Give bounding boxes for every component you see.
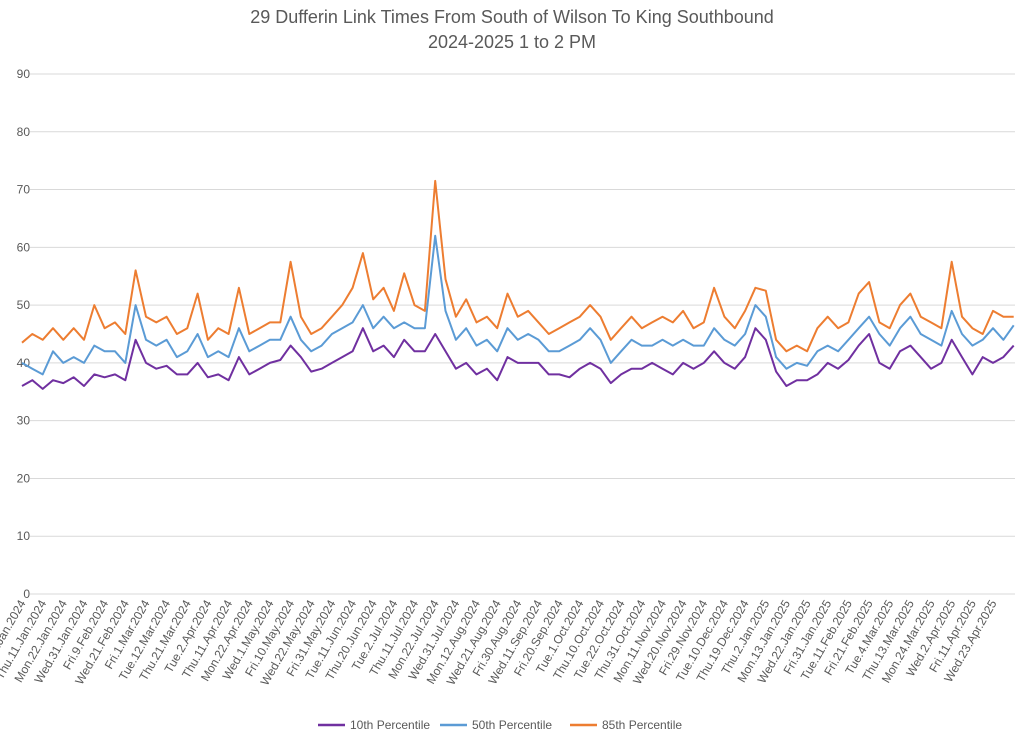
series-line-50th-percentile: [21, 234, 1015, 376]
y-tick-label: 30: [17, 414, 31, 428]
series-line-10th-percentile: [21, 327, 1015, 390]
legend-label: 10th Percentile: [350, 718, 430, 732]
y-tick-label: 20: [17, 471, 31, 485]
legend-item: 50th Percentile: [440, 718, 552, 732]
legend-label: 85th Percentile: [602, 718, 682, 732]
series-lines: [21, 179, 1015, 390]
y-tick-label: 0: [23, 587, 30, 601]
y-tick-label: 70: [17, 183, 31, 197]
y-tick-label: 60: [17, 240, 31, 254]
legend-label: 50th Percentile: [472, 718, 552, 732]
x-axis: Tue.2.Jan.2024Thu.11.Jan.2024Mon.22.Jan.…: [0, 597, 1000, 688]
y-tick-label: 50: [17, 298, 31, 312]
legend-item: 10th Percentile: [318, 718, 430, 732]
y-tick-label: 90: [17, 67, 31, 81]
y-tick-label: 10: [17, 529, 31, 543]
y-tick-label: 80: [17, 125, 31, 139]
legend: 10th Percentile 50th Percentile 85th Perce…: [318, 718, 682, 732]
chart-subtitle: 2024-2025 1 to 2 PM: [428, 32, 596, 52]
legend-item: 85th Percentile: [570, 718, 682, 732]
series-line-85th-percentile: [21, 179, 1014, 353]
chart-title: 29 Dufferin Link Times From South of Wil…: [250, 7, 774, 27]
